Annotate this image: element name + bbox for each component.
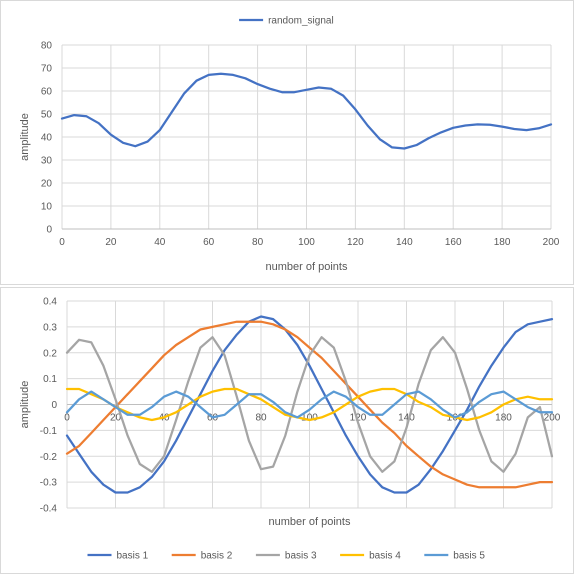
x-tick-label: 80 (252, 237, 264, 248)
y-tick-label: 0.4 (43, 297, 57, 308)
y-tick-label: -0.4 (40, 504, 58, 515)
x-tick-label: 160 (445, 237, 462, 248)
y-axis-title: amplitude (19, 381, 31, 429)
x-tick-label: 120 (350, 413, 367, 424)
x-tick-label: 140 (396, 237, 413, 248)
series-line-basis-2 (65, 320, 554, 489)
series-line-random_signal (60, 72, 553, 150)
y-tick-label: 50 (41, 110, 53, 121)
x-tick-label: 200 (544, 413, 561, 424)
x-tick-label: 180 (494, 237, 511, 248)
x-tick-label: 200 (543, 237, 560, 248)
y-tick-label: 0.2 (43, 348, 57, 359)
x-tick-label: 0 (64, 413, 70, 424)
x-tick-label: 180 (495, 413, 512, 424)
y-tick-label: -0.1 (40, 426, 58, 437)
y-tick-label: 30 (41, 156, 53, 167)
series-line-basis-3 (65, 336, 554, 473)
y-tick-label: 0.3 (43, 322, 57, 333)
y-tick-label: 0 (46, 225, 52, 236)
x-tick-label: 100 (301, 413, 318, 424)
y-tick-label: -0.2 (40, 452, 58, 463)
x-tick-label: 20 (110, 413, 122, 424)
x-tick-label: 80 (255, 413, 267, 424)
y-tick-label: 40 (41, 133, 53, 144)
x-tick-label: 40 (154, 237, 166, 248)
series-line-basis-5 (65, 390, 554, 419)
x-axis-title: number of points (266, 261, 348, 273)
legend-label: random_signal (268, 16, 334, 27)
y-axis-title: amplitude (19, 113, 31, 161)
x-tick-label: 20 (105, 237, 117, 248)
y-tick-label: 60 (41, 87, 53, 98)
y-tick-label: 20 (41, 179, 53, 190)
chart-random-signal: 0 10 20 30 40 50 60 70 80 0 20 40 60 80 100 120 140 160 18… (0, 0, 574, 285)
legend-label: basis 3 (285, 551, 317, 562)
x-tick-label: 0 (59, 237, 65, 248)
y-tick-label: 70 (41, 64, 53, 75)
legend-label: basis 4 (369, 551, 401, 562)
chart-basis-functions: -0.4 -0.3 -0.2 -0.1 0 0.1 0.2 0.3 0.4 0 20 40 60 80 10… (0, 287, 574, 574)
y-tick-label: 80 (41, 41, 53, 52)
y-tick-label: 0.1 (43, 374, 57, 385)
y-tick-label: -0.3 (40, 478, 58, 489)
legend-label: basis 5 (453, 551, 485, 562)
chart-random-signal-svg: 0 10 20 30 40 50 60 70 80 0 20 40 60 80 100 120 140 160 18… (19, 16, 560, 274)
series-line-basis-4 (65, 387, 554, 422)
legend-label: basis 1 (117, 551, 149, 562)
y-tick-label: 0 (51, 400, 57, 411)
legend-label: basis 2 (201, 551, 233, 562)
x-axis-title: number of points (269, 516, 351, 528)
y-tick-label: 10 (41, 202, 53, 213)
x-tick-label: 60 (203, 237, 215, 248)
x-tick-label: 120 (347, 237, 364, 248)
x-tick-label: 100 (298, 237, 315, 248)
chart-basis-functions-svg: -0.4-0.3-0.2-0.100.10.20.30.40 20 40 60 80 10… (19, 297, 561, 562)
x-tick-label: 140 (398, 413, 415, 424)
